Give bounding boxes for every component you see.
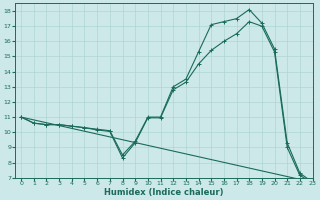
X-axis label: Humidex (Indice chaleur): Humidex (Indice chaleur) [104, 188, 223, 197]
